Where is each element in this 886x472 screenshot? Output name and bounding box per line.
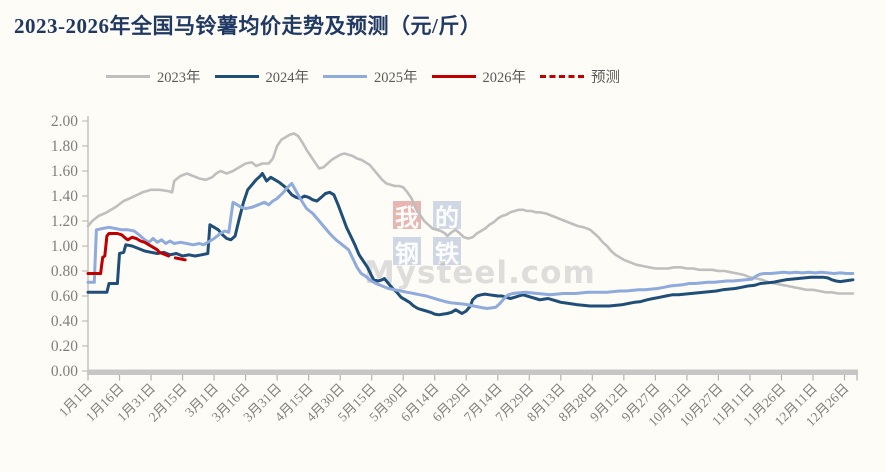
- legend-item-forecast: 预测: [540, 66, 620, 87]
- y-tick-label: 1.40: [51, 188, 78, 205]
- legend-label: 预测: [591, 70, 620, 86]
- legend-line-sample-2023: [106, 75, 150, 78]
- watermark-char: 的: [433, 201, 461, 232]
- legend-line-sample-forecast: [540, 75, 584, 78]
- y-tick-label: 1.80: [51, 138, 78, 155]
- watermark-logo: 我 的 钢 铁: [393, 201, 461, 268]
- y-tick-label: 1.20: [51, 213, 78, 230]
- y-tick-label: 1.00: [51, 238, 78, 255]
- legend-label: 2024年: [265, 70, 310, 86]
- watermark-char: 我: [393, 201, 421, 232]
- series-line-2025年: [86, 182, 855, 310]
- watermark-text: Mysteel.com: [364, 255, 596, 291]
- series-lines: [86, 132, 855, 317]
- watermark-char: 钢: [393, 237, 421, 268]
- series-line-2023年: [86, 132, 855, 295]
- legend-line-sample-2025: [323, 75, 367, 78]
- y-tick-label: 0.80: [51, 263, 78, 280]
- axes: 0.00 0.20 0.40 0.60 0.80 1.00 1.20 1.40 1.60 1.80…: [51, 113, 858, 429]
- x-axis-line: [87, 369, 858, 375]
- legend-label: 2026年: [482, 70, 527, 86]
- watermark-char: 铁: [433, 237, 461, 268]
- series-line-2026年: [86, 232, 161, 275]
- y-tick-label: 0.40: [51, 313, 78, 330]
- legend-item-2025: 2025年: [323, 66, 418, 87]
- legend: 2023年 2024年 2025年 2026年 预测: [106, 66, 620, 87]
- y-tick-label: 0.20: [51, 338, 78, 355]
- legend-item-2026: 2026年: [431, 66, 527, 87]
- legend-label: 2023年: [157, 70, 201, 86]
- legend-line-sample-2024: [214, 75, 259, 78]
- y-tick-label: 2.00: [51, 113, 78, 130]
- legend-label: 2025年: [374, 70, 418, 86]
- page-title: 2023-2026年全国马铃薯均价走势及预测（元/斤）: [14, 14, 482, 38]
- series-line-2024年: [86, 172, 855, 317]
- y-tick-label: 1.60: [51, 163, 78, 180]
- legend-line-sample-2026: [431, 75, 476, 78]
- series-line-预测: [157, 250, 193, 263]
- legend-item-2024: 2024年: [214, 66, 310, 87]
- y-tick-label: 0.60: [51, 288, 78, 305]
- y-tick-label: 0.00: [51, 363, 78, 380]
- legend-item-2023: 2023年: [106, 66, 201, 87]
